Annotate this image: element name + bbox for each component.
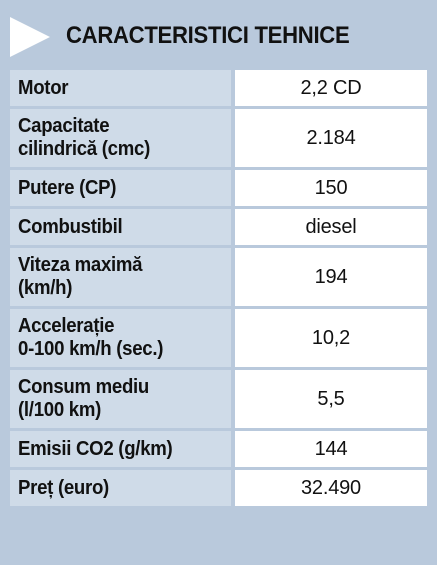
row-value: 5,5 xyxy=(235,370,427,428)
row-value: 2.184 xyxy=(235,109,427,167)
row-label: Viteza maximă (km/h) xyxy=(10,248,231,306)
row-label: Combustibil xyxy=(10,209,231,245)
table-row: Viteza maximă (km/h) 194 xyxy=(10,248,427,306)
table-row: Preț (euro) 32.490 xyxy=(10,470,427,506)
row-label: Capacitate cilindrică (cmc) xyxy=(10,109,231,167)
table-row: Accelerație 0-100 km/h (sec.) 10,2 xyxy=(10,309,427,367)
row-value: diesel xyxy=(235,209,427,245)
row-value: 150 xyxy=(235,170,427,206)
specs-table: Motor 2,2 CD Capacitate cilindrică (cmc) … xyxy=(10,67,427,509)
row-label: Putere (CP) xyxy=(10,170,231,206)
table-row: Putere (CP) 150 xyxy=(10,170,427,206)
table-row: Motor 2,2 CD xyxy=(10,70,427,106)
row-label: Motor xyxy=(10,70,231,106)
table-row: Consum mediu (l/100 km) 5,5 xyxy=(10,370,427,428)
row-value: 144 xyxy=(235,431,427,467)
row-value: 2,2 CD xyxy=(235,70,427,106)
specs-title: CARACTERISTICI TEHNICE xyxy=(66,22,350,49)
arrow-icon xyxy=(10,17,50,57)
row-value: 10,2 xyxy=(235,309,427,367)
row-label: Consum mediu (l/100 km) xyxy=(10,370,231,428)
table-row: Emisii CO2 (g/km) 144 xyxy=(10,431,427,467)
row-label: Preț (euro) xyxy=(10,470,231,506)
row-value: 32.490 xyxy=(235,470,427,506)
row-label: Accelerație 0-100 km/h (sec.) xyxy=(10,309,231,367)
row-value: 194 xyxy=(235,248,427,306)
specs-header: CARACTERISTICI TEHNICE xyxy=(10,10,427,67)
table-row: Combustibil diesel xyxy=(10,209,427,245)
row-label: Emisii CO2 (g/km) xyxy=(10,431,231,467)
table-row: Capacitate cilindrică (cmc) 2.184 xyxy=(10,109,427,167)
